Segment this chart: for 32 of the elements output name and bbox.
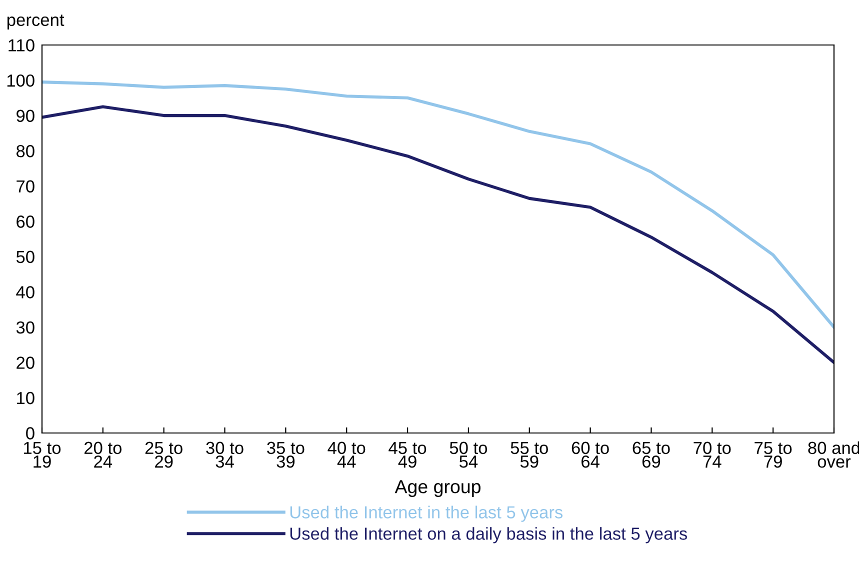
y-tick-label: 40	[16, 286, 34, 298]
y-tick-label: 90	[16, 110, 34, 122]
x-axis-title: Age group	[394, 480, 480, 497]
x-tick-label: 75 to 79	[754, 442, 792, 468]
x-tick-label: 50 to 54	[450, 442, 488, 468]
x-tick-label: 20 to 24	[84, 442, 122, 468]
y-tick-label: 10	[17, 392, 34, 404]
x-tick-label: 80 and over	[808, 441, 859, 468]
text: Used the Internet on a daily basis in the last 5 years	[290, 527, 688, 544]
y-tick-label: 30	[16, 321, 34, 334]
y-tick-label: 80	[16, 144, 34, 158]
text: Used the Internet in the last 5 years	[290, 506, 563, 522]
x-tick-label: 40 to 44	[328, 442, 366, 468]
y-tick-label: 20	[16, 356, 34, 369]
y-tick-label: 110	[8, 39, 34, 52]
x-tick-label: 35 to 39	[267, 442, 304, 468]
x-tick-label: 15 to 19	[24, 442, 61, 468]
line-series	[42, 105, 834, 364]
x-tick-label: 70 to 74	[694, 442, 731, 468]
y-tick-label: 0	[26, 427, 34, 440]
x-tick-label: 65 to 69	[632, 442, 670, 468]
x-tick-label: 45 to 49	[388, 442, 426, 468]
y-tick-label: 100	[7, 74, 34, 87]
y-tick-label: 70	[16, 180, 34, 193]
x-tick-label: 55 to 59	[510, 442, 548, 468]
x-tick-label: 60 to 64	[572, 442, 609, 468]
y-tick-label: 50	[16, 250, 34, 264]
line-series	[42, 80, 834, 329]
y-axis-title: percent	[7, 14, 64, 30]
x-tick-label: 30 to 34	[206, 442, 244, 468]
x-tick-label: 25 to 29	[145, 442, 182, 468]
y-tick-label: 60	[16, 216, 34, 228]
